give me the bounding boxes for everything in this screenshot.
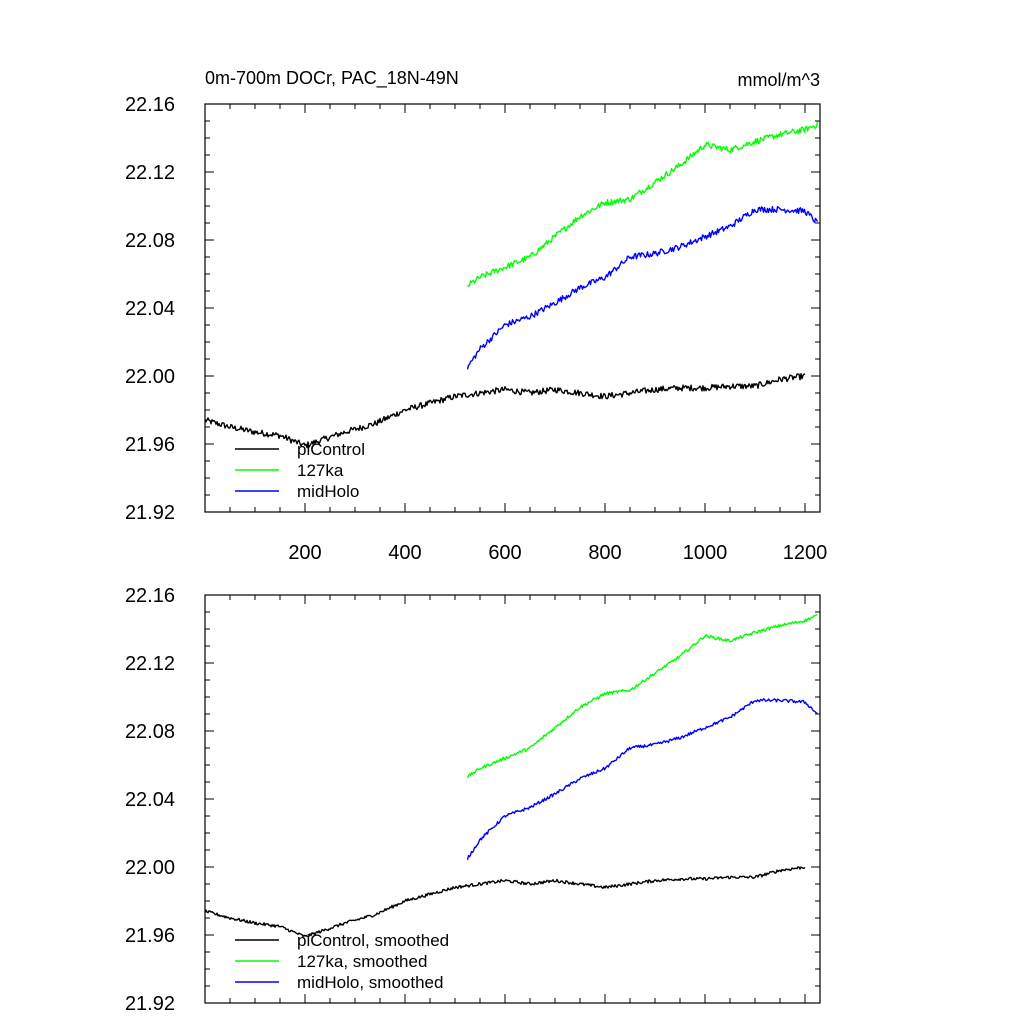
legend-label-midholo: midHolo, smoothed: [297, 973, 443, 992]
series-line-midholo: [466, 698, 818, 861]
units-label: mmol/m^3: [738, 70, 820, 90]
top-panel: 0m-700m DOCr, PAC_18N-49N mmol/m^3 21.92…: [125, 68, 827, 564]
y-tick-label: 22.12: [125, 653, 175, 675]
y-tick-label: 22.00: [125, 366, 175, 388]
y-tick-label: 21.96: [125, 434, 175, 456]
y-tick-label: 22.04: [125, 298, 175, 320]
series-line-midholo: [466, 205, 819, 370]
y-tick-label: 21.96: [125, 925, 175, 947]
bottom-panel: 21.92 21.96 22.00 22.04 22.08 22.12 22.16 piCon…: [125, 585, 821, 1015]
series-line-127ka: [466, 613, 818, 779]
legend-label-127ka: 127ka, smoothed: [297, 952, 427, 971]
y-tick-label: 22.00: [125, 857, 175, 879]
series-line-picontrol: [204, 866, 806, 938]
x-tick-label: 600: [488, 542, 521, 564]
y-tick-label: 22.08: [125, 721, 175, 743]
x-tick-label: 1000: [683, 542, 728, 564]
legend-label-picontrol: piControl: [297, 440, 365, 459]
y-tick-label: 21.92: [125, 993, 175, 1015]
y-tick-label: 21.92: [125, 502, 175, 524]
legend-label-midholo: midHolo: [297, 482, 359, 501]
x-tick-label: 1200: [783, 542, 828, 564]
series-line-127ka: [466, 121, 819, 287]
y-tick-label: 22.08: [125, 230, 175, 252]
chart-title: 0m-700m DOCr, PAC_18N-49N: [205, 68, 459, 89]
series-line-picontrol: [204, 373, 806, 449]
x-tick-label: 200: [288, 542, 321, 564]
y-tick-label: 22.16: [125, 585, 175, 607]
legend-label-127ka: 127ka: [297, 461, 344, 480]
x-tick-label: 800: [588, 542, 621, 564]
y-tick-label: 22.12: [125, 162, 175, 184]
x-tick-label: 400: [388, 542, 421, 564]
legend-label-picontrol: piControl, smoothed: [297, 931, 449, 950]
y-tick-label: 22.16: [125, 94, 175, 116]
y-tick-label: 22.04: [125, 789, 175, 811]
